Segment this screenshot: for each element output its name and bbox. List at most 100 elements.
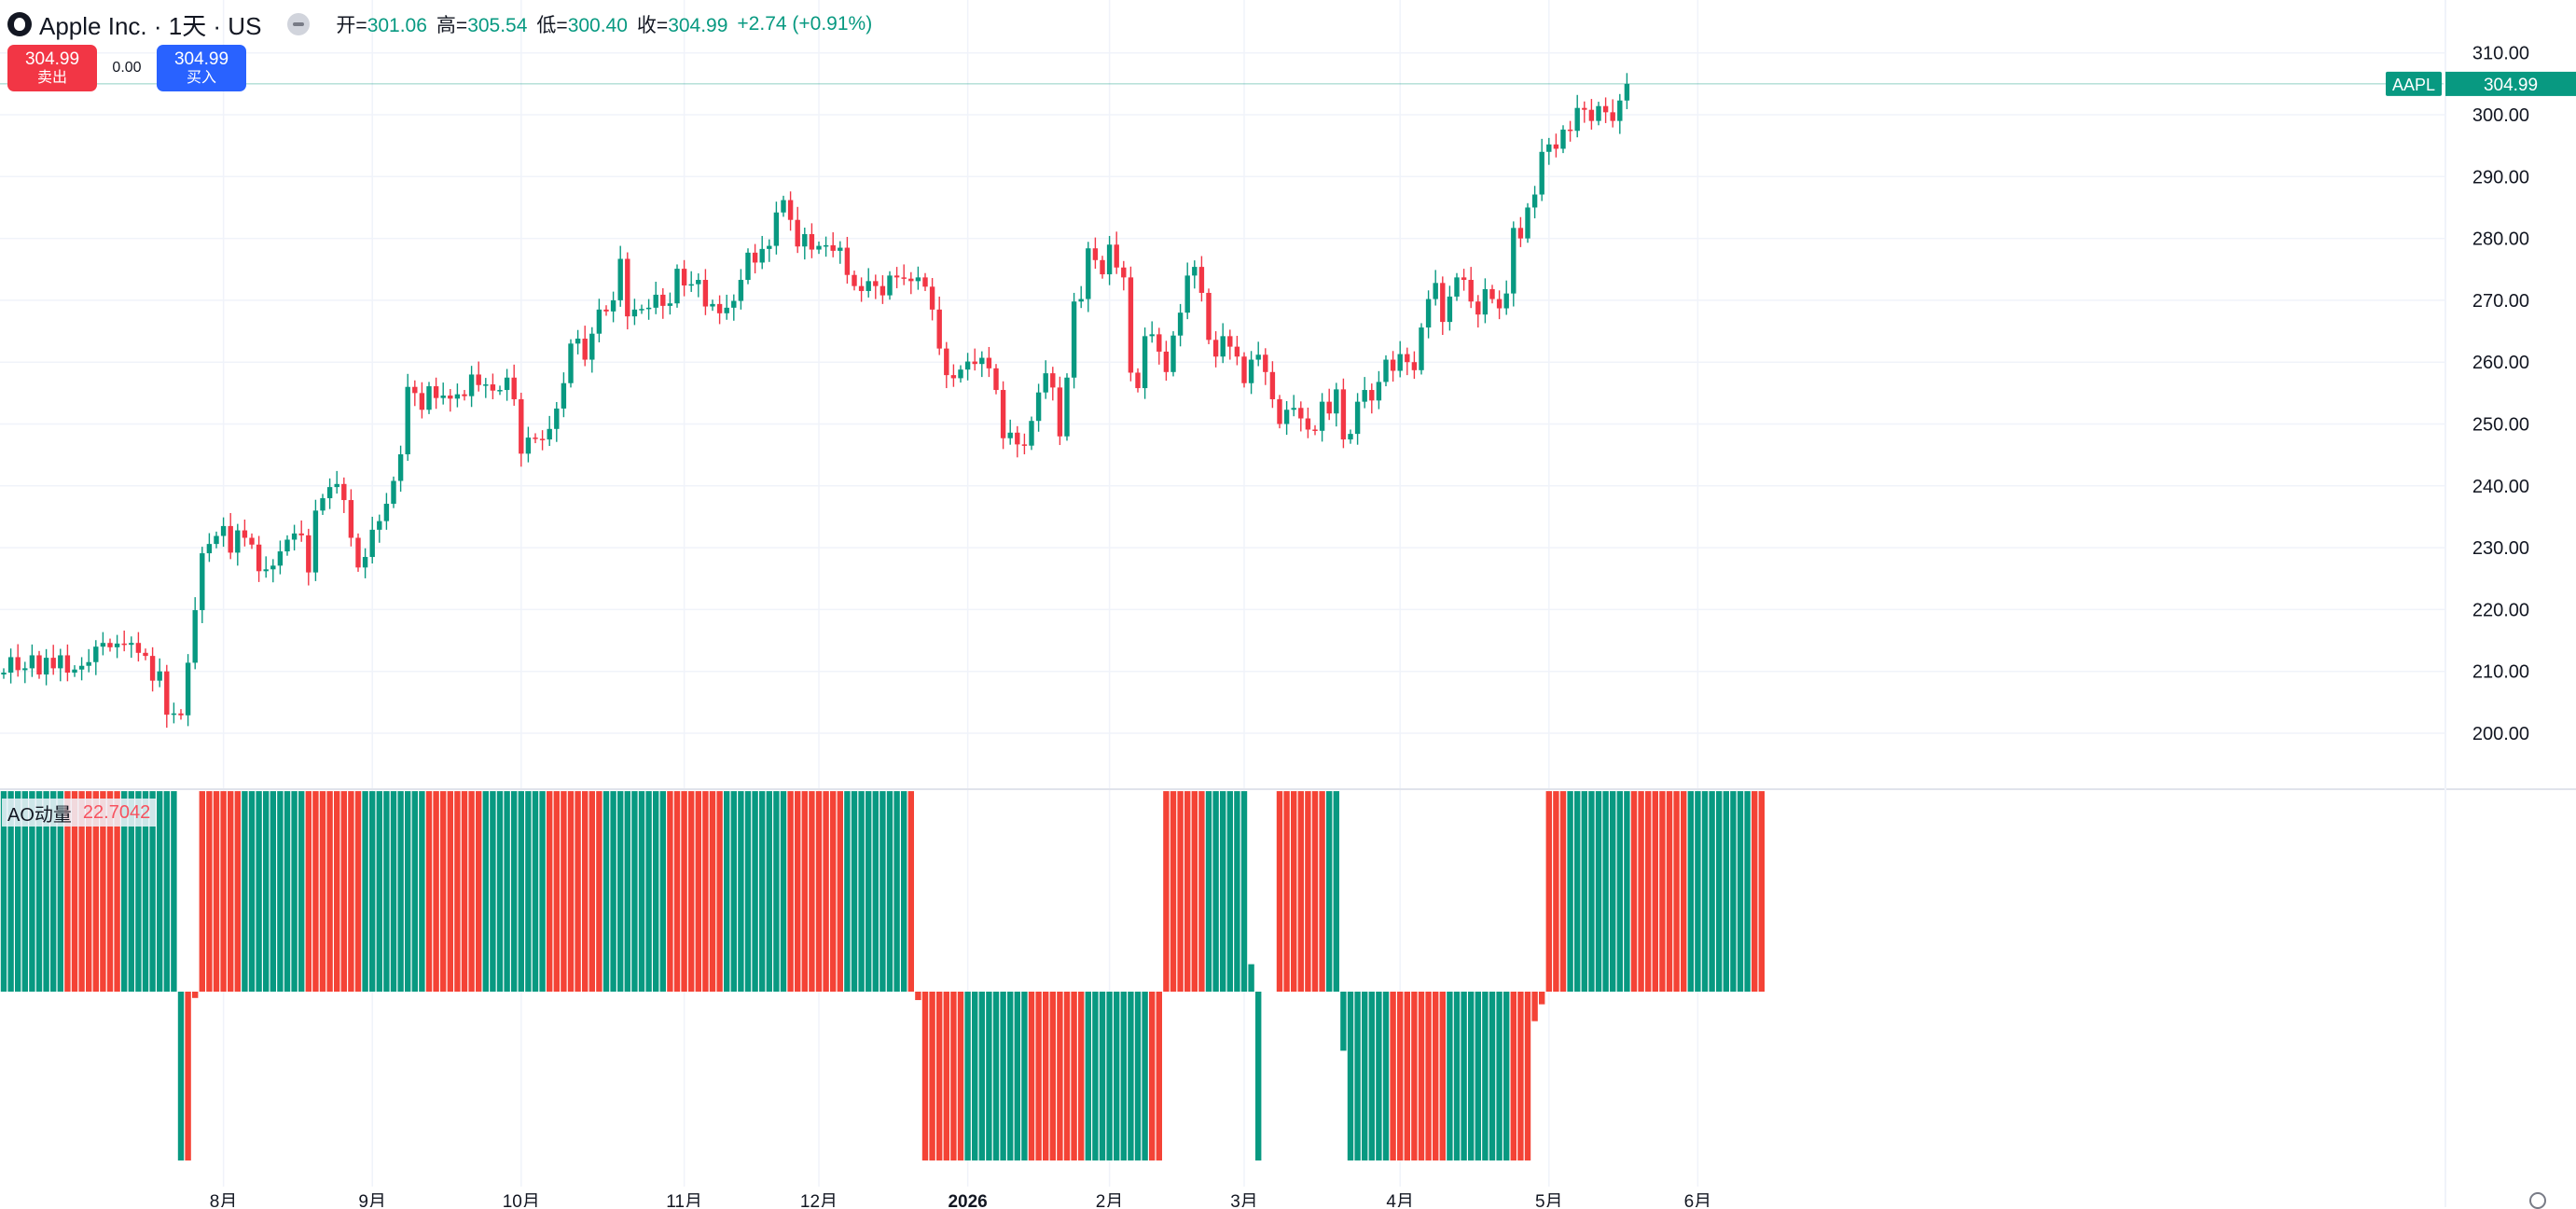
- candle: [129, 643, 134, 646]
- ao-bar: [354, 791, 362, 992]
- ao-bar: [21, 791, 28, 992]
- ao-bar: [1652, 791, 1658, 992]
- candle: [993, 368, 999, 391]
- ao-bar: [291, 791, 298, 992]
- ao-bar: [809, 791, 815, 992]
- ao-bar: [1461, 992, 1467, 1160]
- candle: [1078, 299, 1084, 302]
- candle: [617, 258, 623, 300]
- candle: [1269, 371, 1276, 399]
- price-axis-label: 200.00: [2472, 724, 2529, 744]
- ao-bar: [100, 791, 106, 992]
- candle: [58, 655, 63, 669]
- candle: [1610, 112, 1615, 121]
- ao-bar: [511, 791, 518, 992]
- spread-value: 0.00: [112, 60, 142, 76]
- ao-bar: [1418, 992, 1425, 1160]
- candle: [1163, 351, 1170, 372]
- ao-bar: [659, 791, 666, 992]
- candle: [1263, 354, 1268, 372]
- candle: [462, 394, 467, 396]
- ao-bar: [525, 791, 532, 992]
- candle: [362, 557, 368, 568]
- ao-bar: [1114, 992, 1120, 1160]
- ao-bar: [950, 992, 957, 1160]
- ao-bar: [433, 791, 439, 992]
- ao-bar: [312, 791, 319, 992]
- ao-bar: [397, 791, 404, 992]
- candle: [631, 309, 638, 317]
- ao-bar: [575, 791, 581, 992]
- candle: [1248, 359, 1254, 383]
- ao-bar: [270, 791, 276, 992]
- candle: [1489, 288, 1495, 299]
- candle: [681, 269, 687, 285]
- ao-bar: [539, 791, 546, 992]
- ao-bar: [653, 791, 659, 992]
- ao-bar: [1049, 992, 1056, 1160]
- candle: [1220, 336, 1226, 357]
- ao-bar: [185, 992, 191, 1160]
- candle: [610, 299, 616, 312]
- ao-bar: [1709, 791, 1715, 992]
- symbol-title[interactable]: Apple Inc. · 1天 · US: [39, 11, 262, 40]
- ao-bar: [1368, 992, 1375, 1160]
- sell-button[interactable]: 304.99 卖出: [7, 45, 97, 91]
- ao-bar: [142, 791, 149, 992]
- candle: [164, 671, 170, 716]
- ao-bar: [872, 791, 879, 992]
- ao-bar: [284, 791, 291, 992]
- candle: [214, 535, 219, 545]
- candle: [873, 281, 879, 286]
- candle: [114, 643, 120, 647]
- candle: [504, 377, 510, 391]
- candle: [312, 510, 319, 573]
- candle: [944, 348, 949, 376]
- ao-bar: [1397, 992, 1404, 1160]
- ao-bar: [1390, 992, 1396, 1160]
- candle: [1596, 105, 1601, 121]
- ao-bar: [780, 791, 787, 992]
- ao-bar: [1099, 992, 1106, 1160]
- candle: [724, 307, 729, 313]
- ao-bar: [1156, 992, 1162, 1160]
- ao-bar: [815, 791, 823, 992]
- candle: [1114, 244, 1119, 268]
- candle: [1440, 283, 1446, 323]
- candle: [1539, 151, 1544, 195]
- candle: [519, 398, 524, 454]
- candle: [1531, 194, 1538, 208]
- ao-bar: [1411, 992, 1418, 1160]
- ao-bar: [830, 791, 837, 992]
- settings-gear-icon[interactable]: [2529, 1192, 2546, 1209]
- candle: [958, 369, 963, 379]
- ao-bar: [1489, 992, 1496, 1160]
- ao-bar: [1510, 992, 1517, 1160]
- candle: [43, 658, 49, 675]
- hide-legend-icon[interactable]: [287, 13, 311, 35]
- ao-bar: [476, 791, 482, 992]
- candle: [135, 643, 142, 653]
- candle: [50, 658, 56, 669]
- ao-bar: [1453, 992, 1461, 1160]
- candle: [823, 244, 829, 247]
- candle: [986, 357, 992, 368]
- candle: [1298, 408, 1304, 419]
- indicator-legend[interactable]: AO动量 22.7042: [2, 799, 157, 827]
- candle: [178, 713, 184, 716]
- candle: [298, 533, 304, 535]
- candle: [86, 661, 91, 666]
- candle: [1574, 107, 1580, 132]
- ao-bar: [1545, 791, 1552, 992]
- candle: [235, 530, 241, 553]
- ao-bar: [1524, 992, 1531, 1160]
- ao-bar: [645, 791, 652, 992]
- candle: [171, 713, 177, 716]
- buy-button[interactable]: 304.99 买入: [157, 45, 246, 91]
- ao-bar: [553, 791, 560, 992]
- time-axis-label: 6月: [1684, 1192, 1712, 1207]
- ao-bar: [766, 791, 772, 992]
- candle: [228, 525, 233, 553]
- trade-panel: 304.99 卖出 0.00 304.99 买入: [7, 45, 246, 91]
